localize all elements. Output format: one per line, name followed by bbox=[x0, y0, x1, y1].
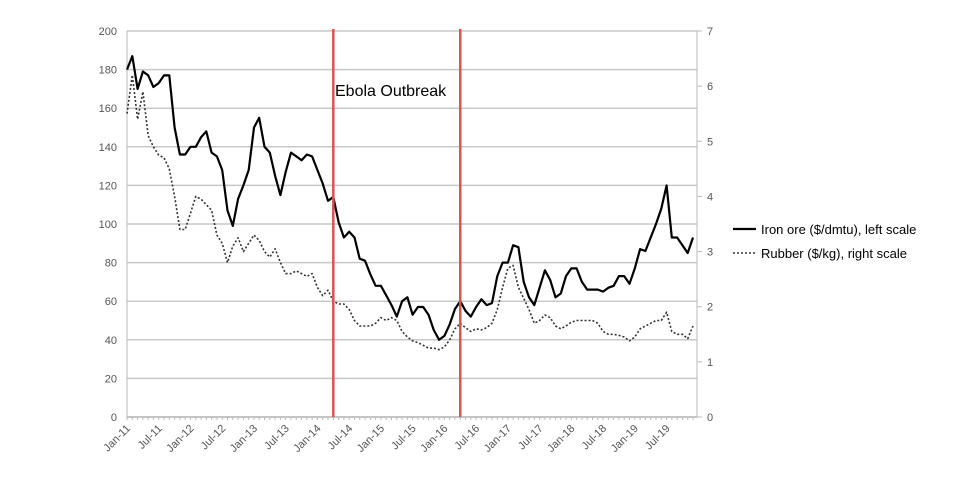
gridlines bbox=[126, 30, 698, 418]
right-tick-label: 6 bbox=[707, 81, 713, 93]
series-line-rubber bbox=[126, 74, 694, 351]
left-tick-label: 140 bbox=[99, 142, 117, 154]
right-tick-label: 0 bbox=[707, 412, 713, 424]
right-tick-label: 5 bbox=[707, 136, 713, 148]
legend: Iron ore ($/dmtu), left scale Rubber ($/… bbox=[733, 222, 916, 261]
x-tick-label: Jan-14 bbox=[291, 423, 323, 455]
legend-label-rubber: Rubber ($/kg), right scale bbox=[761, 246, 907, 261]
left-tick-label: 200 bbox=[99, 26, 117, 38]
x-tick-label: Jan-16 bbox=[418, 423, 450, 455]
x-tick-label: Jan-11 bbox=[101, 423, 133, 455]
event-lines bbox=[332, 29, 462, 417]
left-tick-label: 160 bbox=[99, 103, 117, 115]
x-tick-label: Jan-18 bbox=[545, 423, 577, 455]
x-tick-label: Jan-15 bbox=[355, 423, 387, 455]
left-tick-label: 100 bbox=[99, 219, 117, 231]
x-tick-label: Jul-17 bbox=[516, 423, 546, 453]
x-tick-label: Jan-19 bbox=[609, 423, 641, 455]
x-tick-label: Jul-15 bbox=[389, 423, 419, 453]
x-tick-label: Jul-16 bbox=[453, 423, 483, 453]
x-tick-label: Jul-14 bbox=[326, 423, 356, 453]
right-tick-label: 7 bbox=[707, 26, 713, 38]
series-lines bbox=[125, 54, 695, 351]
left-tick-label: 0 bbox=[111, 412, 117, 424]
x-tick-label: Jul-19 bbox=[643, 423, 673, 453]
x-tick-label: Jul-12 bbox=[199, 423, 229, 453]
x-tick-label: Jul-13 bbox=[262, 423, 292, 453]
left-tick-label: 20 bbox=[105, 373, 117, 385]
left-tick-label: 60 bbox=[105, 296, 117, 308]
x-axis: Jan-11 Jul-11 Jan-12 Jul-12 Jan-13 Jul-13 Jan-… bbox=[101, 416, 697, 455]
right-axis-ticks: 0 1 2 3 4 5 6 7 bbox=[697, 26, 713, 424]
left-tick-label: 80 bbox=[105, 258, 117, 270]
x-tick-label: Jul-18 bbox=[580, 423, 610, 453]
left-tick-label: 180 bbox=[99, 65, 117, 77]
right-tick-label: 2 bbox=[707, 302, 713, 314]
x-tick-label: Jan-17 bbox=[482, 423, 514, 455]
right-tick-label: 3 bbox=[707, 247, 713, 259]
annotation-ebola-outbreak: Ebola Outbreak bbox=[335, 83, 447, 100]
series-line-iron-ore bbox=[125, 54, 695, 341]
right-tick-label: 1 bbox=[707, 357, 713, 369]
right-tick-label: 4 bbox=[707, 191, 713, 203]
x-tick-label: Jan-12 bbox=[164, 423, 196, 455]
left-tick-label: 120 bbox=[99, 180, 117, 192]
x-tick-label: Jan-13 bbox=[228, 423, 260, 455]
left-tick-label: 40 bbox=[105, 335, 117, 347]
legend-label-iron-ore: Iron ore ($/dmtu), left scale bbox=[761, 222, 916, 237]
left-axis-ticks: 0 20 40 60 80 100 120 140 160 180 200 bbox=[99, 26, 117, 424]
x-tick-label: Jul-11 bbox=[136, 423, 165, 452]
